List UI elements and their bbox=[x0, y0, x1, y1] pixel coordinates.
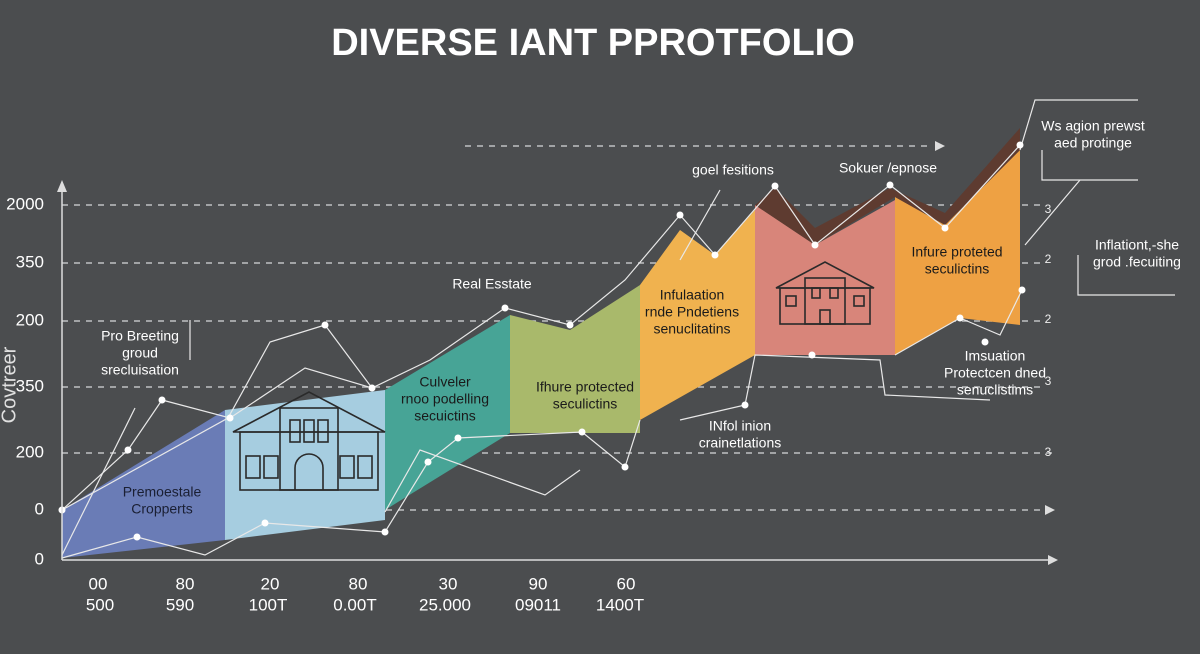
y-axis-title: Covtreer bbox=[0, 346, 20, 423]
annotation: Ws agion prewst bbox=[1041, 118, 1145, 134]
house-icon bbox=[232, 391, 386, 491]
x-label: 500 bbox=[86, 595, 114, 614]
y-label: 0 bbox=[35, 549, 44, 568]
x-label: 1400T bbox=[596, 595, 644, 614]
annotation: senuclistims bbox=[957, 382, 1033, 398]
x-label: 100T bbox=[249, 595, 288, 614]
y-label: 2000 bbox=[6, 194, 44, 213]
dots bbox=[58, 141, 1026, 541]
annotation: Culveler bbox=[419, 374, 471, 390]
annotation: goel fesitions bbox=[692, 162, 774, 178]
annotation: seculictins bbox=[553, 396, 618, 412]
annotation: Premoestale bbox=[123, 484, 202, 500]
house-icon bbox=[775, 261, 875, 325]
annotation: Real Esstate bbox=[452, 276, 532, 292]
x-label: 09011 bbox=[515, 595, 561, 614]
annotation: srecluisation bbox=[101, 362, 179, 378]
right-label: 2 bbox=[1045, 312, 1052, 326]
annotation: senuclitatins bbox=[653, 321, 730, 337]
annotation: Imsuation bbox=[965, 348, 1026, 364]
annotation: Infure proteted bbox=[911, 244, 1002, 260]
annotation: Inflationt,-she bbox=[1095, 237, 1179, 253]
right-label: 2 bbox=[1045, 252, 1052, 266]
x-label: 0.00T bbox=[333, 595, 376, 614]
x-label: 80 bbox=[176, 574, 195, 593]
arrow-head bbox=[1045, 505, 1055, 515]
y-label: 200 bbox=[16, 442, 44, 461]
x-label: 30 bbox=[439, 574, 458, 593]
annotation: Sokuer /epnose bbox=[839, 160, 937, 176]
connector-lines bbox=[61, 99, 1175, 559]
annotation: rnoo podelling bbox=[401, 391, 489, 407]
annotation: Protectcen dned bbox=[944, 365, 1046, 381]
segments bbox=[62, 128, 1020, 558]
y-label: 200 bbox=[16, 310, 44, 329]
annotation: INfol inion bbox=[709, 418, 771, 434]
x-label: 590 bbox=[166, 595, 194, 614]
title: DIVERSE IANT PPROTFOLIO bbox=[331, 22, 855, 64]
right-label: 3 bbox=[1045, 202, 1052, 216]
x-label: 90 bbox=[529, 574, 548, 593]
x-label: 00 bbox=[89, 574, 108, 593]
axes bbox=[57, 180, 1058, 565]
x-label: 80 bbox=[349, 574, 368, 593]
x-label: 20 bbox=[261, 574, 280, 593]
annotation: seculictins bbox=[925, 261, 990, 277]
right-label: 3 bbox=[1045, 374, 1052, 388]
annotation: Pro Breeting bbox=[101, 328, 179, 344]
y-label: 0 bbox=[35, 499, 44, 518]
grid bbox=[62, 145, 1055, 511]
annotation: aed protinge bbox=[1054, 135, 1132, 151]
annotation: grod .fecuiting bbox=[1093, 254, 1181, 270]
x-label: 60 bbox=[617, 574, 636, 593]
annotation: groud bbox=[122, 345, 158, 361]
annotation: rnde Pndetiens bbox=[645, 304, 739, 320]
y-label: 350 bbox=[16, 376, 44, 395]
arrow-head bbox=[935, 141, 945, 151]
annotation: Cropperts bbox=[131, 501, 192, 517]
x-label: 25.000 bbox=[419, 595, 471, 614]
annotation: Infulaation bbox=[660, 287, 725, 303]
annotation: Ifhure protected bbox=[536, 379, 634, 395]
right-label: 3 bbox=[1045, 445, 1052, 459]
annotation: secuictins bbox=[414, 408, 475, 424]
annotation: crainetlations bbox=[699, 435, 782, 451]
y-label: 350 bbox=[16, 252, 44, 271]
